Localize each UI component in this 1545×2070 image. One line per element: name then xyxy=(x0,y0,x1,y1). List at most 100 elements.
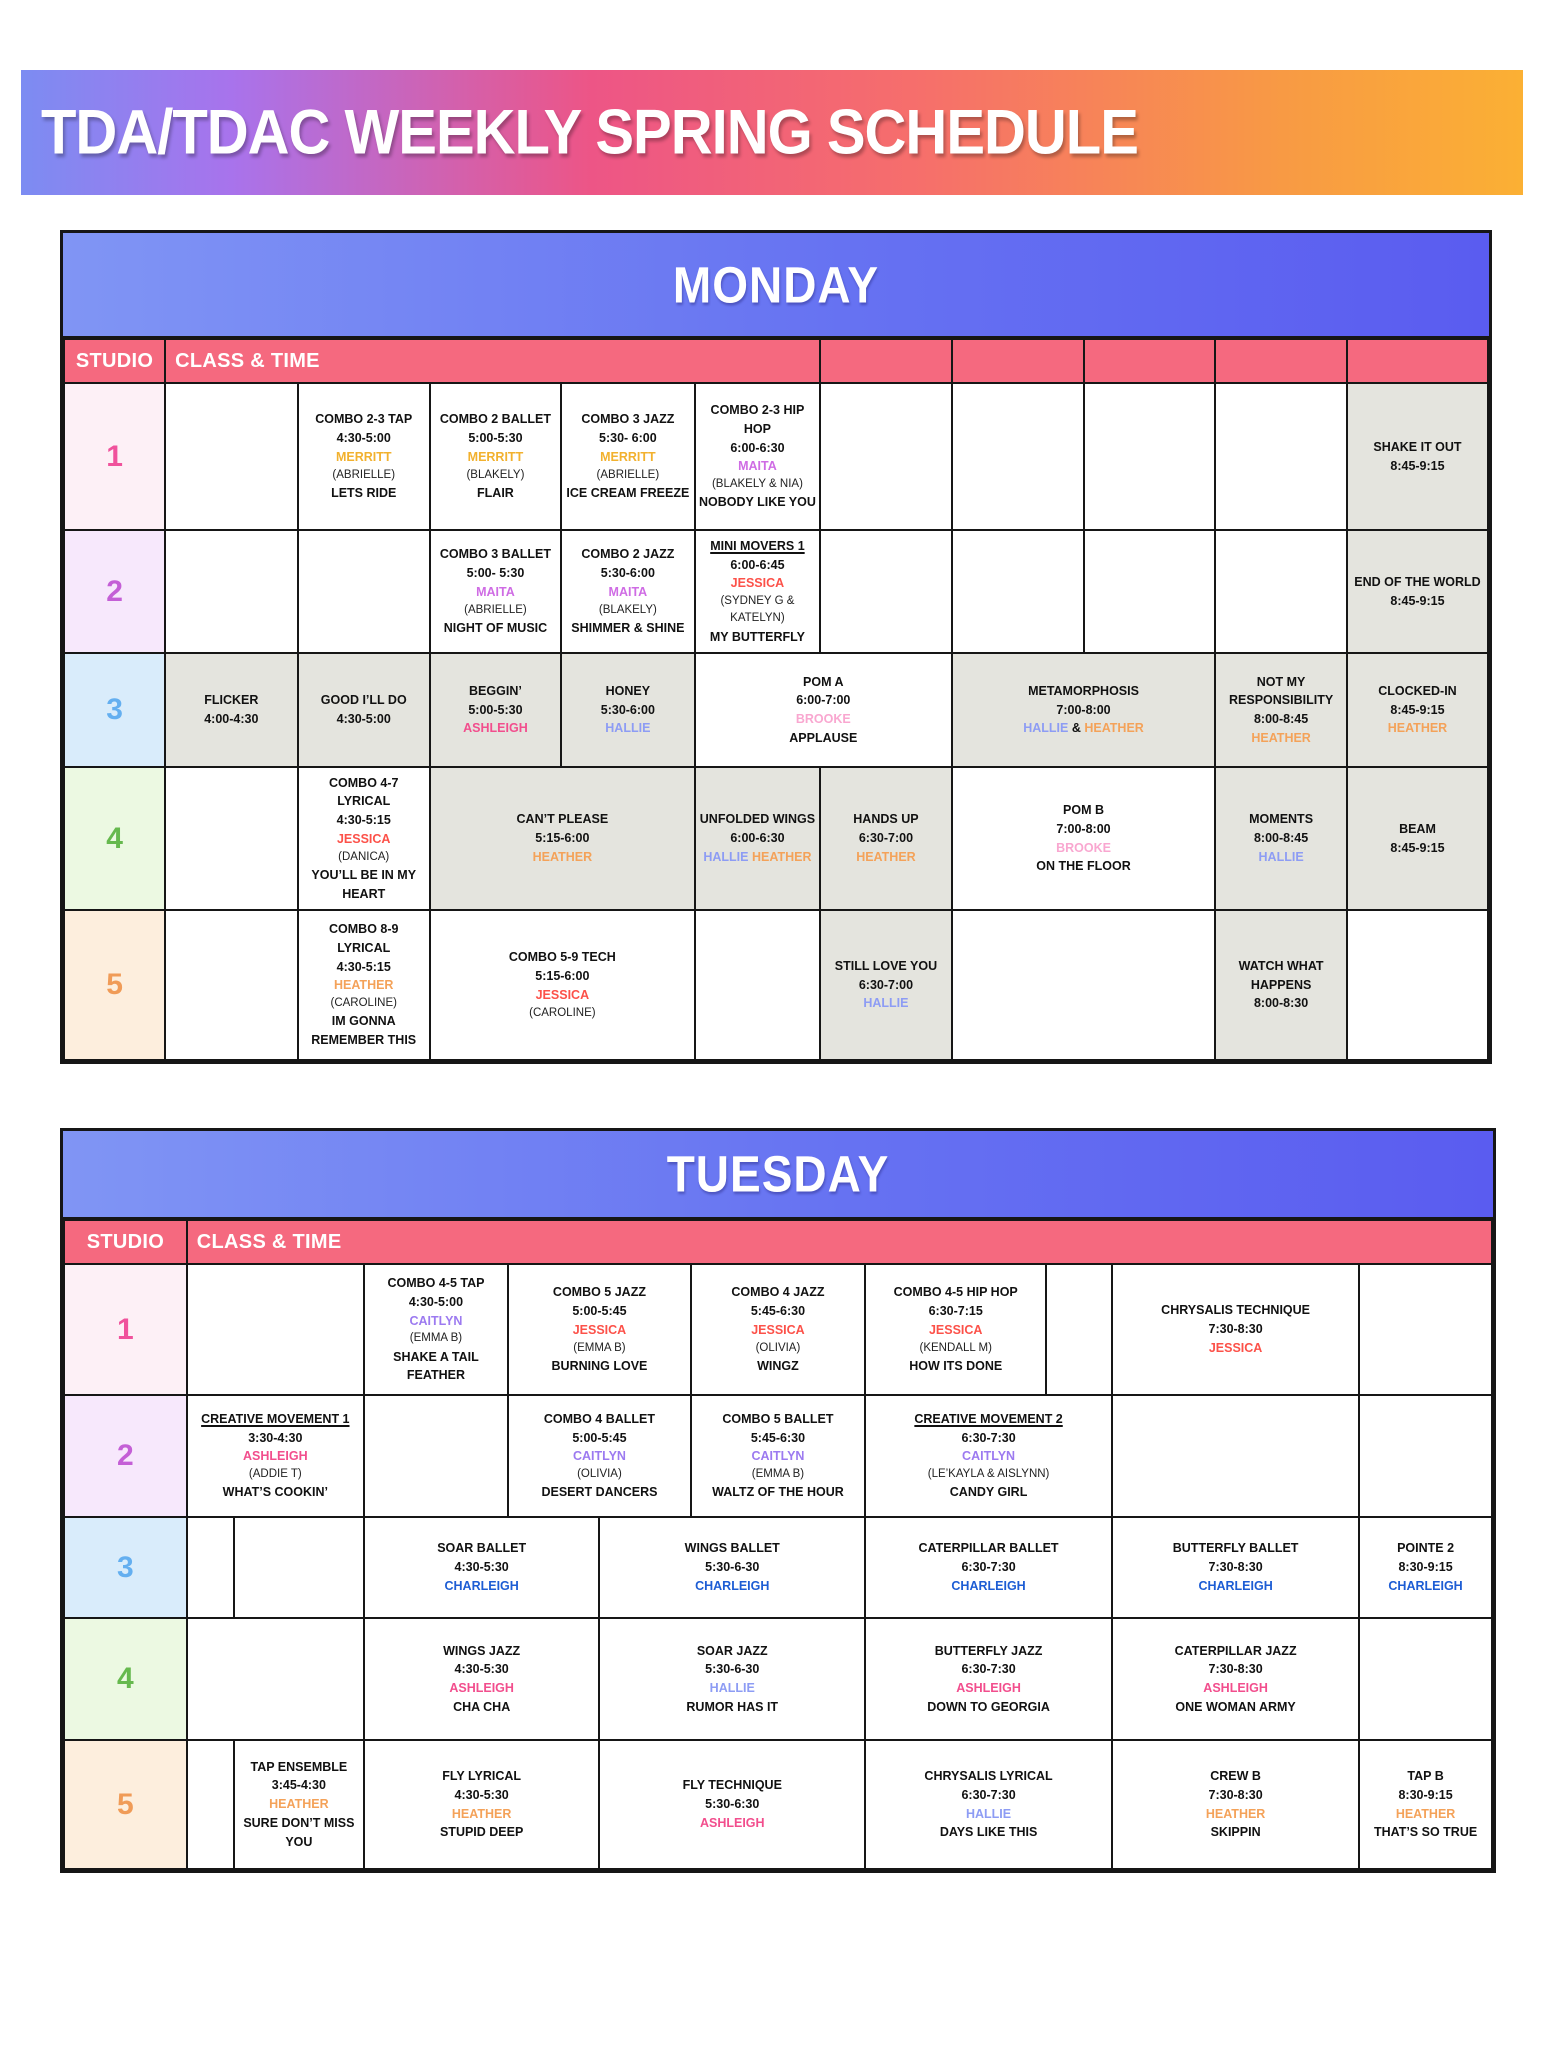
class-time: 6:30-7:00 xyxy=(858,977,914,992)
column-header-row: STUDIO CLASS & TIME xyxy=(63,1219,1494,1265)
song-title: CANDY GIRL xyxy=(949,1485,1028,1500)
class-name: STILL LOVE YOU xyxy=(834,958,938,973)
empty-cell xyxy=(1082,382,1217,531)
teacher-name: MAITA xyxy=(608,584,648,599)
class-cell: SOAR BALLET 4:30-5:30 CHARLEIGH xyxy=(362,1516,601,1619)
class-name: GOOD I’LL DO xyxy=(320,693,407,708)
studio-number: 2 xyxy=(62,529,167,654)
empty-cell xyxy=(1358,1263,1493,1396)
class-name: COMBO 3 BALLET xyxy=(439,547,551,562)
class-name: SHAKE IT OUT xyxy=(1373,439,1462,454)
class-time: 8:45-9:15 xyxy=(1390,593,1445,608)
class-cell: COMBO 2-3 HIP HOP 6:00-6:30 MAITA (BLAKELY … xyxy=(693,382,822,531)
class-name: BUTTERFLY BALLET xyxy=(1172,1541,1299,1556)
class-time: 4:00-4:30 xyxy=(204,712,259,726)
empty-cell xyxy=(185,1617,365,1741)
class-time: 5:15-6:00 xyxy=(535,969,590,983)
cast-names: (CAROLINE) xyxy=(529,1006,596,1019)
class-cell: BEGGIN’ 5:00-5:30 ASHLEIGH xyxy=(428,652,562,768)
class-time: 6:30-7:30 xyxy=(961,1662,1016,1677)
empty-cell xyxy=(950,529,1085,654)
monday-grid: STUDIO CLASS & TIME 1 COMBO 2-3 TAP 4:30-5… xyxy=(62,338,1490,1061)
empty-cell xyxy=(185,1516,235,1619)
teacher-name: CHARLEIGH xyxy=(1198,1578,1273,1593)
class-cell: UNFOLDED WINGS 6:00-6:30 HALLIE HEATHER xyxy=(693,766,822,911)
empty-cell xyxy=(1045,1263,1114,1396)
class-cell: END OF THE WORLD 8:45-9:15 xyxy=(1345,529,1490,654)
studio-number: 4 xyxy=(62,766,167,911)
class-name: NOT MY RESPONSIBILITY xyxy=(1229,674,1334,708)
class-cell: FLICKER 4:00-4:30 xyxy=(164,652,299,768)
class-time: 3:30-4:30 xyxy=(248,1430,303,1445)
teacher-name: CHARLEIGH xyxy=(951,1578,1026,1593)
class-time: 6:30-7:15 xyxy=(928,1304,983,1319)
class-cell: HONEY 5:30-6:00 HALLIE xyxy=(559,652,696,768)
class-name: CREW B xyxy=(1210,1769,1261,1783)
header-spacer-cell xyxy=(1082,338,1217,384)
studio-row: 1 COMBO 4-5 TAP 4:30-5:00 CAITLYN (EMMA B) SH… xyxy=(63,1263,1493,1396)
class-time: 7:30-8:30 xyxy=(1208,1560,1263,1575)
teacher-name: MERRITT xyxy=(600,449,656,464)
teacher-name: HALLIE xyxy=(605,721,651,736)
teacher-name: HALLIE xyxy=(709,1681,755,1695)
class-time: 5:00-5:45 xyxy=(572,1430,627,1445)
cast-names: (CAROLINE) xyxy=(330,997,397,1010)
class-name: CLOCKED-IN xyxy=(1378,683,1457,698)
song-title: LETS RIDE xyxy=(331,485,397,500)
empty-cell xyxy=(232,1516,365,1619)
song-title: YOU’LL BE IN MY HEART xyxy=(311,867,417,901)
song-title: STUPID DEEP xyxy=(439,1825,524,1840)
class-name: COMBO 4-5 TAP xyxy=(387,1276,485,1290)
empty-cell xyxy=(819,529,953,654)
teacher-name: HEATHER xyxy=(1205,1806,1266,1821)
studio-header: STUDIO xyxy=(62,338,167,384)
class-name: COMBO 5 JAZZ xyxy=(552,1285,646,1300)
song-title: SKIPPIN xyxy=(1210,1825,1261,1840)
song-title: APPLAUSE xyxy=(789,730,858,745)
class-cell: COMBO 2 JAZZ 5:30-6:00 MAITA (BLAKELY) SHIMM… xyxy=(559,529,696,654)
teacher-name: CHARLEIGH xyxy=(695,1578,770,1593)
class-time: 4:30-5:00 xyxy=(336,431,391,446)
song-title: THAT’S SO TRUE xyxy=(1373,1825,1478,1840)
teacher-name: HEATHER xyxy=(451,1806,512,1821)
song-title: CHA CHA xyxy=(453,1699,511,1714)
class-time: 8:45-9:15 xyxy=(1390,702,1445,717)
teacher-name: HEATHER xyxy=(532,849,593,864)
class-name: TAP ENSEMBLE xyxy=(250,1759,348,1774)
song-title: DAYS LIKE THIS xyxy=(939,1825,1038,1840)
monday-section: MONDAY STUDIO CLASS & TIME 1 COMBO 2-3 TA… xyxy=(60,230,1492,1064)
class-name: COMBO 4 JAZZ xyxy=(731,1285,825,1300)
tuesday-section: TUESDAY STUDIO CLASS & TIME 1 COMBO 4-5 T… xyxy=(60,1128,1496,1873)
page-title: TDA/TDAC WEEKLY SPRING SCHEDULE xyxy=(41,97,1139,168)
song-title: FLAIR xyxy=(477,485,514,500)
class-cell: COMBO 4 JAZZ 5:45-6:30 JESSICA (OLIVIA) WING… xyxy=(689,1263,867,1396)
teacher-name: HALLIE xyxy=(1023,721,1069,736)
class-cell: COMBO 2 BALLET 5:00-5:30 MERRITT (BLAKELY) F… xyxy=(428,382,562,531)
class-cell: MOMENTS 8:00-8:45 HALLIE xyxy=(1214,766,1348,911)
class-name: METAMORPHOSIS xyxy=(1028,683,1139,698)
class-time: 6:00-6:30 xyxy=(730,831,785,846)
separator-text: & xyxy=(1068,721,1085,736)
teacher-name: ASHLEIGH xyxy=(243,1449,308,1464)
song-title: MY BUTTERFLY xyxy=(709,629,805,644)
class-time: 5:30-6-30 xyxy=(705,1662,760,1677)
class-name: WATCH WHAT HAPPENS xyxy=(1238,958,1324,992)
cast-names: (ABRIELLE) xyxy=(464,603,527,616)
class-cell: COMBO 4 BALLET 5:00-5:45 CAITLYN (OLIVIA) DE… xyxy=(507,1394,692,1518)
class-name: COMBO 2 BALLET xyxy=(439,412,551,427)
header-spacer-cell xyxy=(950,338,1085,384)
class-name: HANDS UP xyxy=(853,812,919,827)
cast-names: (OLIVIA) xyxy=(577,1468,622,1481)
class-time: 7:30-8:30 xyxy=(1208,1787,1263,1802)
song-title: IM GONNA REMEMBER THIS xyxy=(311,1014,417,1048)
class-cell: CATERPILLAR JAZZ 7:30-8:30 ASHLEIGH ONE WOM… xyxy=(1111,1617,1361,1741)
class-cell: BEAM 8:45-9:15 xyxy=(1345,766,1490,911)
cast-names: (ABRIELLE) xyxy=(332,468,396,481)
cast-names: (LE’KAYLA & AISLYNN) xyxy=(927,1468,1050,1481)
class-name: BEAM xyxy=(1399,821,1436,836)
empty-cell xyxy=(164,909,299,1061)
empty-cell xyxy=(185,1263,365,1396)
class-name: COMBO 2-3 HIP HOP xyxy=(710,403,805,436)
cast-names: (DANICA) xyxy=(338,850,390,863)
class-name: CREATIVE MOVEMENT 1 xyxy=(201,1411,350,1426)
